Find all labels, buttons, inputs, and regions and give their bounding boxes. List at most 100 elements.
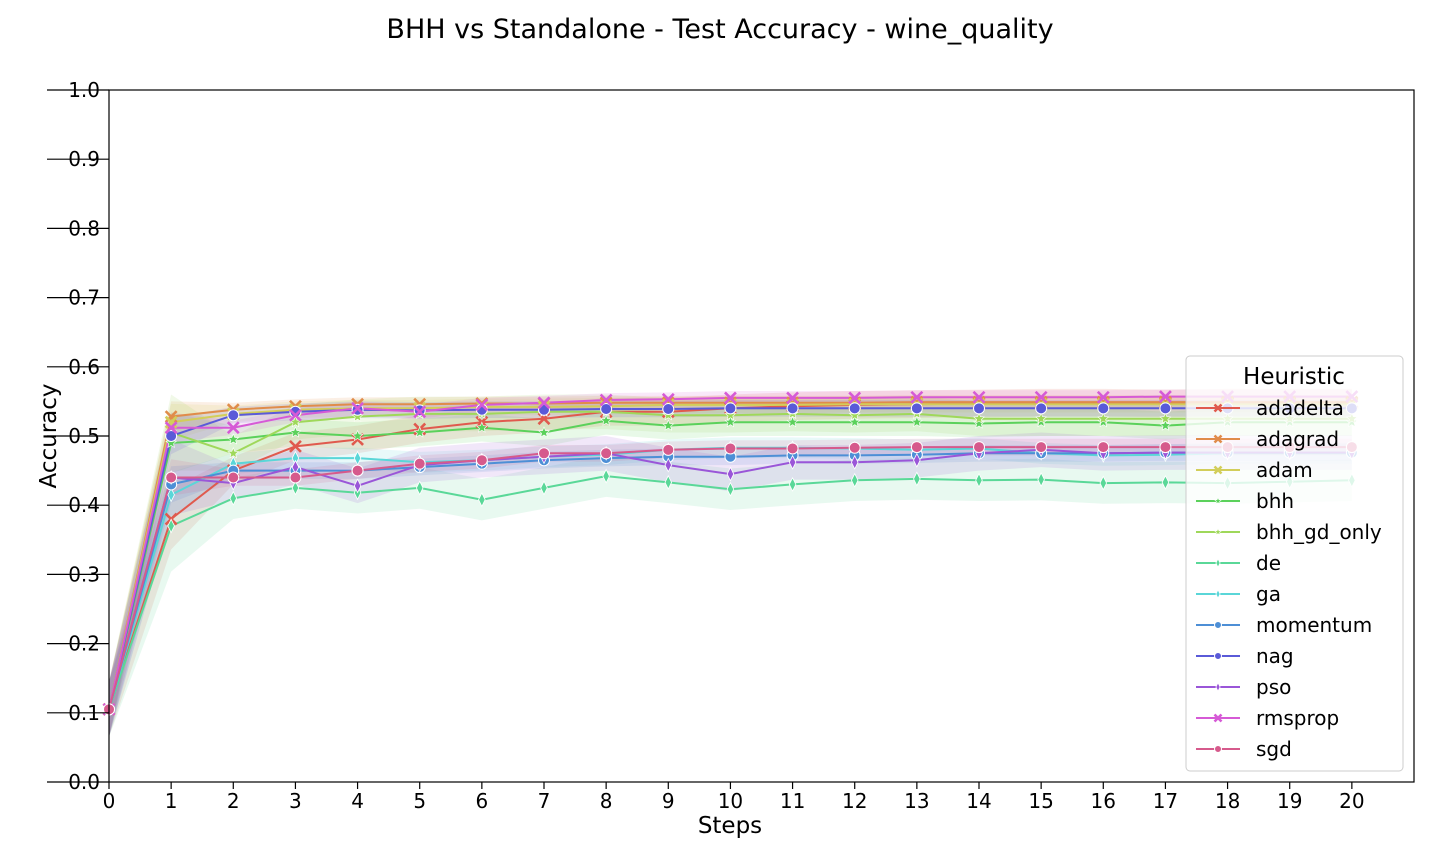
point-sgd [848,441,861,454]
legend-label-sgd: sgd [1256,737,1292,761]
x-tick-label: 17 [1153,789,1178,813]
point-sgd [1159,441,1172,454]
point-sgd [786,442,799,455]
y-tick-label: 0.7 [68,286,100,310]
y-tick-label: 0.2 [68,632,100,656]
legend-marker-pso [1215,681,1221,693]
legend-marker-nag [1214,652,1222,660]
point-pso [913,452,921,468]
y-tick-label: 0.5 [68,424,100,448]
x-tick-label: 8 [600,789,613,813]
point-rmsprop [724,391,737,405]
point-de [1099,475,1108,491]
chart-title: BHH vs Standalone - Test Accuracy - wine… [386,14,1053,45]
point-sgd [600,447,613,460]
legend-label-ga: ga [1256,582,1281,606]
point-sgd [413,457,426,470]
legend-marker-momentum [1214,621,1222,629]
point-bhh [786,415,799,428]
y-tick-label: 0.3 [68,562,100,586]
point-bhh [538,426,550,438]
point-bhh [1035,415,1048,428]
x-tick-label: 12 [842,789,867,813]
y-tick-label: 0.4 [68,493,100,517]
point-bhh [351,429,364,442]
x-tick-label: 2 [227,789,240,813]
x-tick-label: 3 [289,789,302,813]
point-nag [165,430,178,442]
legend-marker-rmsprop [1213,713,1223,723]
point-de [850,472,859,488]
point-de [1037,472,1045,488]
point-adadelta [537,412,551,426]
point-bhh_gd_only [724,408,737,421]
point-bhh_gd_only [351,410,364,422]
legend-marker-adam [1213,465,1223,475]
point-de [602,468,610,484]
point-de [229,490,238,506]
point-de [664,474,673,490]
point-rmsprop [1034,390,1048,404]
point-bhh_gd_only [1035,412,1048,424]
x-tick-label: 13 [904,789,929,813]
point-sgd [662,443,675,456]
point-adadelta [289,439,302,453]
legend-label-rmsprop: rmsprop [1256,706,1339,730]
x-tick-label: 16 [1091,789,1116,813]
x-axis-label: Steps [698,813,762,839]
legend-label-adam: adam [1256,458,1313,482]
legend-marker-bhh_gd_only [1213,527,1223,536]
point-bhh_gd_only [973,412,985,424]
point-de [913,471,921,487]
point-de [167,518,175,534]
point-rmsprop [289,408,302,422]
point-sgd [538,447,550,460]
point-pso [726,466,735,482]
legend-marker-ga [1215,588,1221,600]
x-tick-label: 11 [780,789,805,813]
legend-marker-bhh [1213,496,1223,505]
legend-label-bhh: bhh [1256,489,1294,513]
point-de [415,480,424,496]
legend-label-de: de [1256,551,1281,575]
x-tick-label: 5 [413,789,426,813]
point-sgd [724,442,737,455]
point-nag [724,402,737,415]
point-de [788,476,797,492]
point-sgd [1035,441,1048,454]
point-bhh [227,433,240,445]
x-tick-label: 10 [718,789,743,813]
point-bhh [475,421,488,433]
point-de [540,480,548,496]
point-bhh [848,415,861,428]
point-bhh_gd_only [1159,412,1172,424]
x-tick-label: 15 [1028,789,1053,813]
x-axis-ticks: 0 1 2 3 4 5 6 7 8 9 10 11 12 13 14 15 16 17 18 19 20 [103,782,1365,813]
point-sgd [973,441,985,454]
y-axis-label: Accuracy [36,383,62,488]
x-tick-label: 19 [1277,789,1302,813]
point-sgd [227,471,240,484]
point-nag [1097,402,1110,415]
legend-title: Heuristic [1243,364,1345,390]
x-tick-label: 7 [538,789,551,813]
point-bhh [413,426,426,438]
point-sgd [910,441,923,454]
legend-marker-de [1215,557,1221,569]
y-tick-label: 0.9 [68,147,100,171]
point-bhh [910,415,923,428]
legend-label-adadelta: adadelta [1256,396,1344,420]
point-nag [973,402,985,415]
point-bhh [662,419,675,431]
legend-label-nag: nag [1256,644,1294,668]
point-pso [664,457,673,473]
point-de [291,480,300,496]
point-sgd [1097,441,1110,454]
point-rmsprop [537,396,551,410]
point-nag [227,409,240,422]
point-de [478,492,486,508]
point-nag [910,402,923,415]
y-axis-ticks: 0.0 0.1 0.2 0.3 0.4 0.5 0.6 0.7 0.8 0.9 1.0 [47,78,109,794]
x-tick-label: 9 [662,789,675,813]
